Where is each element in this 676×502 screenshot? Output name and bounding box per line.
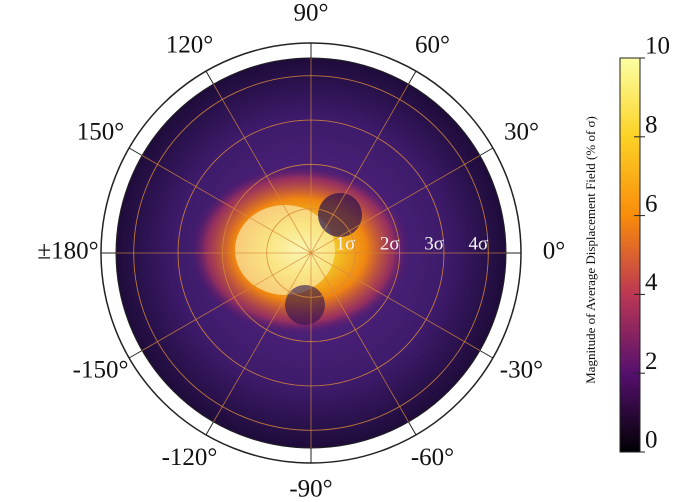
grid bbox=[116, 58, 506, 448]
spoke bbox=[213, 83, 312, 254]
radial-grid bbox=[221, 163, 401, 343]
colorbar-tick-label: 4 bbox=[645, 269, 658, 296]
spoke bbox=[141, 252, 312, 351]
radial-label: 4σ bbox=[469, 233, 489, 254]
radial-grid bbox=[133, 75, 489, 431]
angle-label: ±180° bbox=[37, 238, 98, 265]
colorbar-tick-label: 2 bbox=[645, 348, 658, 375]
spoke bbox=[141, 155, 312, 254]
radial-label: 1σ bbox=[336, 233, 356, 254]
spoke bbox=[310, 252, 409, 423]
colorbar bbox=[619, 57, 641, 453]
angle-label: -30° bbox=[500, 357, 543, 384]
angle-tick bbox=[128, 147, 143, 156]
angle-tick bbox=[408, 421, 417, 436]
spoke bbox=[310, 252, 481, 351]
angle-tick bbox=[205, 421, 214, 436]
radial-grid bbox=[177, 119, 445, 387]
spoke bbox=[213, 252, 312, 423]
colorbar-tick-label: 6 bbox=[645, 190, 658, 217]
angle-label: -90° bbox=[289, 476, 332, 502]
angle-tick bbox=[408, 70, 417, 85]
angle-label: 120° bbox=[166, 32, 214, 59]
angle-label: 0° bbox=[543, 238, 566, 265]
colorbar-tick-label: 0 bbox=[645, 427, 658, 454]
angle-tick bbox=[479, 350, 494, 359]
radial-label: 2σ bbox=[380, 233, 400, 254]
angle-label: 150° bbox=[77, 119, 125, 146]
angle-tick bbox=[128, 350, 143, 359]
spoke bbox=[310, 155, 481, 254]
radial-grid bbox=[266, 208, 356, 298]
angle-label: -120° bbox=[162, 444, 218, 471]
angle-label: 60° bbox=[415, 32, 450, 59]
colorbar-tick-label: 8 bbox=[645, 112, 658, 139]
spoke bbox=[310, 83, 409, 254]
angle-label: -60° bbox=[411, 444, 454, 471]
colorbar-label: Magnitude of Average Displacement Field … bbox=[583, 116, 598, 384]
angle-tick bbox=[479, 147, 494, 156]
angle-label: 30° bbox=[504, 119, 539, 146]
angle-label: -150° bbox=[73, 357, 129, 384]
colorbar-tick-label: 10 bbox=[645, 33, 670, 60]
angle-tick bbox=[205, 70, 214, 85]
radial-label: 3σ bbox=[424, 233, 444, 254]
angle-label: 90° bbox=[294, 0, 329, 27]
